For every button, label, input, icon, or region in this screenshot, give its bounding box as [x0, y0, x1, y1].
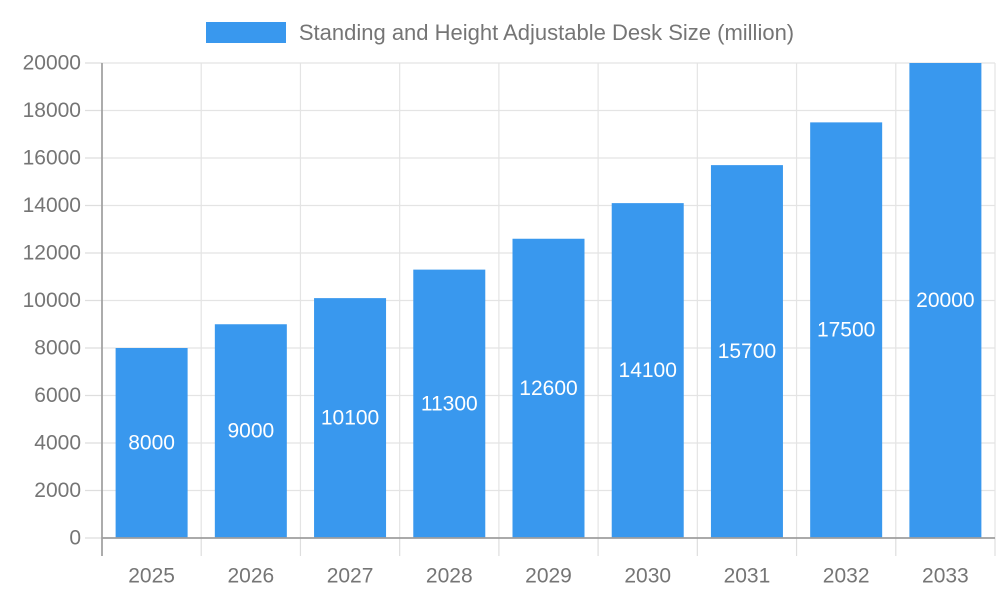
y-tick-label: 16000	[23, 147, 81, 170]
bar	[710, 165, 783, 538]
x-tick-label: 2032	[823, 565, 870, 588]
bar	[115, 348, 188, 538]
y-tick-label: 14000	[23, 194, 81, 217]
bar-value-label: 9000	[227, 420, 274, 443]
y-tick-label: 8000	[34, 337, 81, 360]
x-tick-label: 2028	[426, 565, 473, 588]
y-tick-label: 0	[69, 527, 81, 550]
x-tick-label: 2029	[525, 565, 572, 588]
bar	[810, 122, 883, 538]
x-tick-label: 2027	[327, 565, 374, 588]
bar	[314, 298, 387, 538]
y-tick-label: 18000	[23, 99, 81, 122]
bar-value-label: 20000	[916, 289, 974, 312]
bar	[413, 269, 486, 538]
bar-value-label: 15700	[718, 340, 776, 363]
bar	[512, 238, 585, 538]
y-tick-label: 20000	[23, 52, 81, 75]
bar-value-label: 12600	[519, 377, 577, 400]
legend-label: Standing and Height Adjustable Desk Size…	[298, 19, 795, 45]
y-tick-label: 4000	[34, 432, 81, 455]
bar	[611, 203, 684, 538]
x-tick-label: 2033	[922, 565, 969, 588]
x-tick-label: 2031	[724, 565, 771, 588]
bar	[214, 324, 287, 538]
y-tick-label: 10000	[23, 289, 81, 312]
legend: Standing and Height Adjustable Desk Size…	[0, 10, 1000, 55]
legend-swatch-icon	[205, 22, 286, 43]
bar-value-label: 17500	[817, 319, 875, 342]
x-tick-label: 2026	[227, 565, 274, 588]
bar-value-label: 11300	[421, 392, 478, 415]
x-tick-label: 2025	[128, 565, 175, 588]
y-tick-label: 12000	[23, 242, 81, 265]
bar	[909, 63, 982, 538]
y-tick-label: 2000	[34, 479, 81, 502]
y-tick-label: 6000	[34, 384, 81, 407]
x-tick-label: 2030	[624, 565, 671, 588]
legend-item[interactable]: Standing and Height Adjustable Desk Size…	[205, 19, 795, 46]
bar-value-label: 8000	[128, 432, 175, 455]
bar-value-label: 14100	[619, 359, 677, 382]
bar-value-label: 10100	[321, 407, 379, 430]
